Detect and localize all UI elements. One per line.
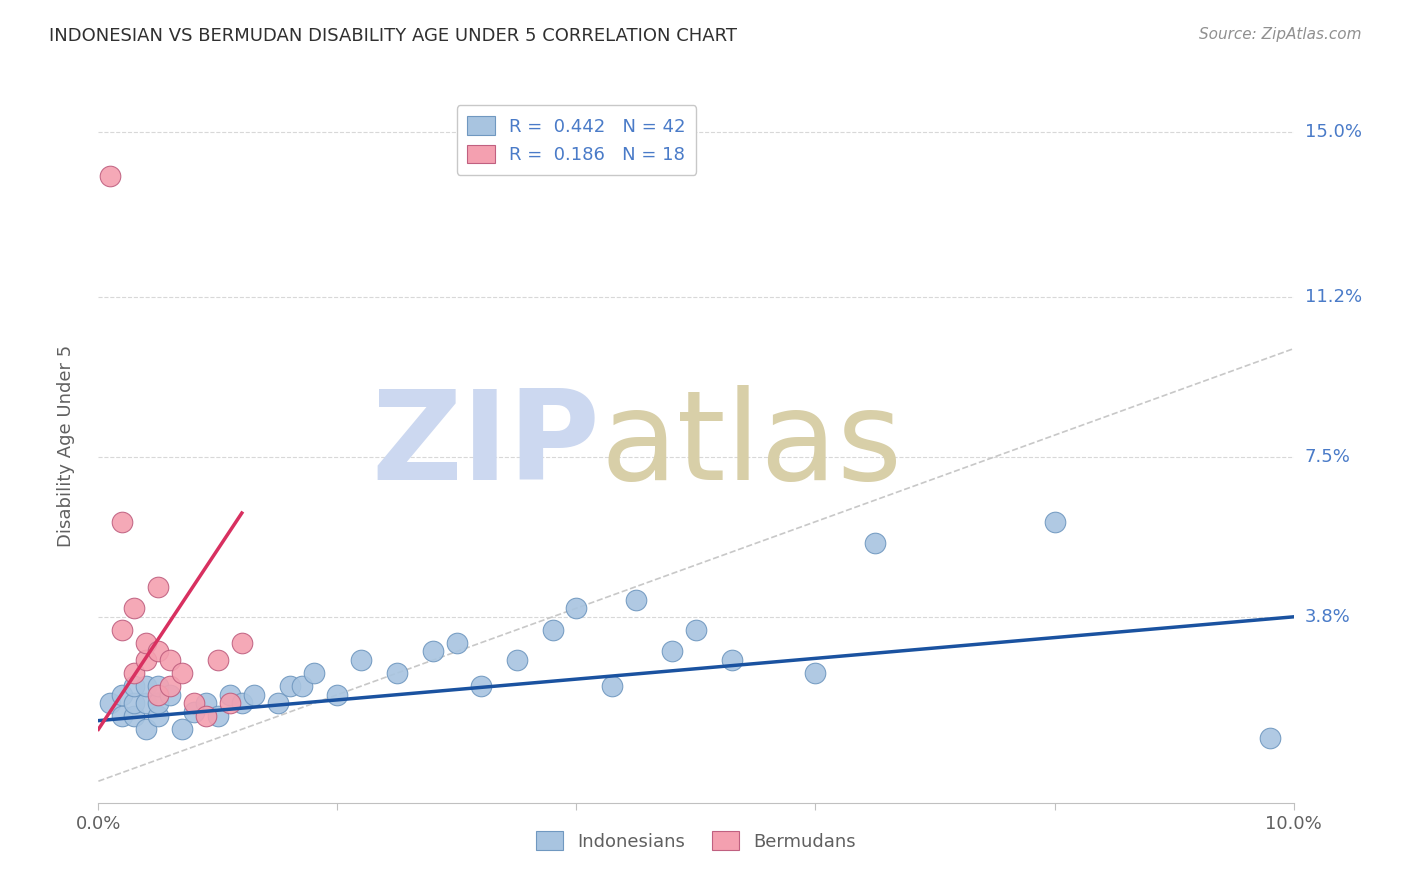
Text: 7.5%: 7.5%: [1305, 448, 1351, 466]
Point: [98, 169, 122, 183]
Point: [183, 696, 205, 710]
Point: [291, 679, 314, 693]
Point: [267, 696, 290, 710]
Point: [195, 709, 218, 723]
Point: [135, 679, 157, 693]
Point: [219, 696, 242, 710]
Point: [661, 644, 683, 658]
Point: [231, 636, 253, 650]
Point: [195, 696, 218, 710]
Text: 11.2%: 11.2%: [1305, 288, 1362, 306]
Point: [135, 696, 157, 710]
Point: [541, 623, 564, 637]
Point: [1043, 515, 1066, 529]
Legend: Indonesians, Bermudans: Indonesians, Bermudans: [529, 824, 863, 858]
Point: [446, 636, 468, 650]
Point: [148, 688, 170, 702]
Point: [172, 723, 194, 737]
Point: [602, 679, 624, 693]
Point: [135, 636, 157, 650]
Point: [243, 688, 266, 702]
Point: [721, 653, 744, 667]
Point: [135, 653, 157, 667]
Point: [302, 666, 325, 681]
Point: [207, 653, 229, 667]
Point: [124, 601, 146, 615]
Point: [422, 644, 444, 658]
Text: 3.8%: 3.8%: [1305, 607, 1350, 626]
Point: [626, 592, 648, 607]
Point: [159, 679, 181, 693]
Point: [506, 653, 529, 667]
Point: [111, 709, 134, 723]
Point: [326, 688, 349, 702]
Point: [172, 666, 194, 681]
Point: [159, 688, 181, 702]
Point: [804, 666, 827, 681]
Point: [183, 705, 205, 719]
Point: [124, 696, 146, 710]
Point: [219, 688, 242, 702]
Point: [159, 653, 181, 667]
Point: [350, 653, 373, 667]
Point: [278, 679, 301, 693]
Point: [865, 536, 887, 550]
Point: [148, 580, 170, 594]
Point: [124, 709, 146, 723]
Point: [148, 644, 170, 658]
Text: ZIP: ZIP: [371, 385, 600, 507]
Point: [111, 688, 134, 702]
Point: [148, 696, 170, 710]
Text: atlas: atlas: [600, 385, 903, 507]
Point: [565, 601, 588, 615]
Point: [470, 679, 492, 693]
Text: INDONESIAN VS BERMUDAN DISABILITY AGE UNDER 5 CORRELATION CHART: INDONESIAN VS BERMUDAN DISABILITY AGE UN…: [49, 27, 737, 45]
Point: [135, 723, 157, 737]
Y-axis label: Disability Age Under 5: Disability Age Under 5: [56, 345, 75, 547]
Point: [231, 696, 253, 710]
Point: [385, 666, 409, 681]
Point: [1258, 731, 1281, 745]
Point: [124, 679, 146, 693]
Point: [111, 515, 134, 529]
Point: [685, 623, 707, 637]
Point: [124, 666, 146, 681]
Point: [148, 709, 170, 723]
Point: [148, 679, 170, 693]
Text: Source: ZipAtlas.com: Source: ZipAtlas.com: [1198, 27, 1361, 42]
Point: [111, 623, 134, 637]
Point: [207, 709, 229, 723]
Point: [98, 696, 122, 710]
Text: 15.0%: 15.0%: [1305, 123, 1361, 142]
